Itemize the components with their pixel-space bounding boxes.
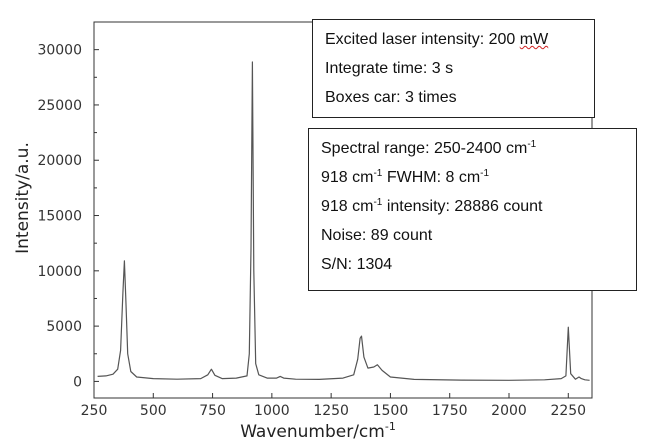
x-tick-label: 250 [81,403,108,419]
noise-text: Noise: 89 count [321,227,433,244]
x-tick-label: 1000 [254,403,290,419]
y-tick-label: 30000 [37,43,82,59]
x-axis-label: Wavenumber/cm-1 [240,420,396,442]
spectral-metrics-box: Spectral range: 250-2400 cm-1 918 cm-1 F… [308,128,637,291]
peak-intensity-text: 918 cm-1 intensity: 28886 count [321,197,543,216]
y-tick-label: 10000 [37,264,82,280]
y-tick-label: 25000 [37,98,82,114]
boxcar-text: Boxes car: 3 times [325,89,457,106]
x-axis-ticks: 250 500 750 1000 1250 1500 1750 2000 2250 [81,393,586,419]
x-tick-label: 1750 [432,403,468,419]
acquisition-parameters-box: Excited laser intensity: 200 mW Integrat… [312,19,595,118]
y-tick-label: 0 [73,374,82,390]
integrate-time-text: Integrate time: 3 s [325,60,454,77]
x-tick-label: 500 [140,403,167,419]
y-axis-ticks: 0 5000 10000 15000 20000 25000 30000 [37,43,99,390]
y-tick-label: 5000 [46,319,82,335]
y-tick-label: 15000 [37,209,82,225]
y-tick-label: 20000 [37,153,82,169]
x-tick-label: 1250 [313,403,349,419]
y-axis-label: Intensity/a.u. [13,142,33,254]
x-tick-label: 2000 [491,403,527,419]
laser-intensity-text: Excited laser intensity: 200 mW [325,31,549,48]
snr-text: S/N: 1304 [321,256,393,273]
series-group [97,61,590,381]
spectral-range-text: Spectral range: 250-2400 cm-1 [321,139,537,158]
x-tick-label: 750 [199,403,226,419]
x-tick-label: 2250 [550,403,586,419]
spectrum-line [97,61,590,381]
fwhm-text: 918 cm-1 FWHM: 8 cm-1 [321,168,490,187]
x-tick-label: 1500 [373,403,409,419]
